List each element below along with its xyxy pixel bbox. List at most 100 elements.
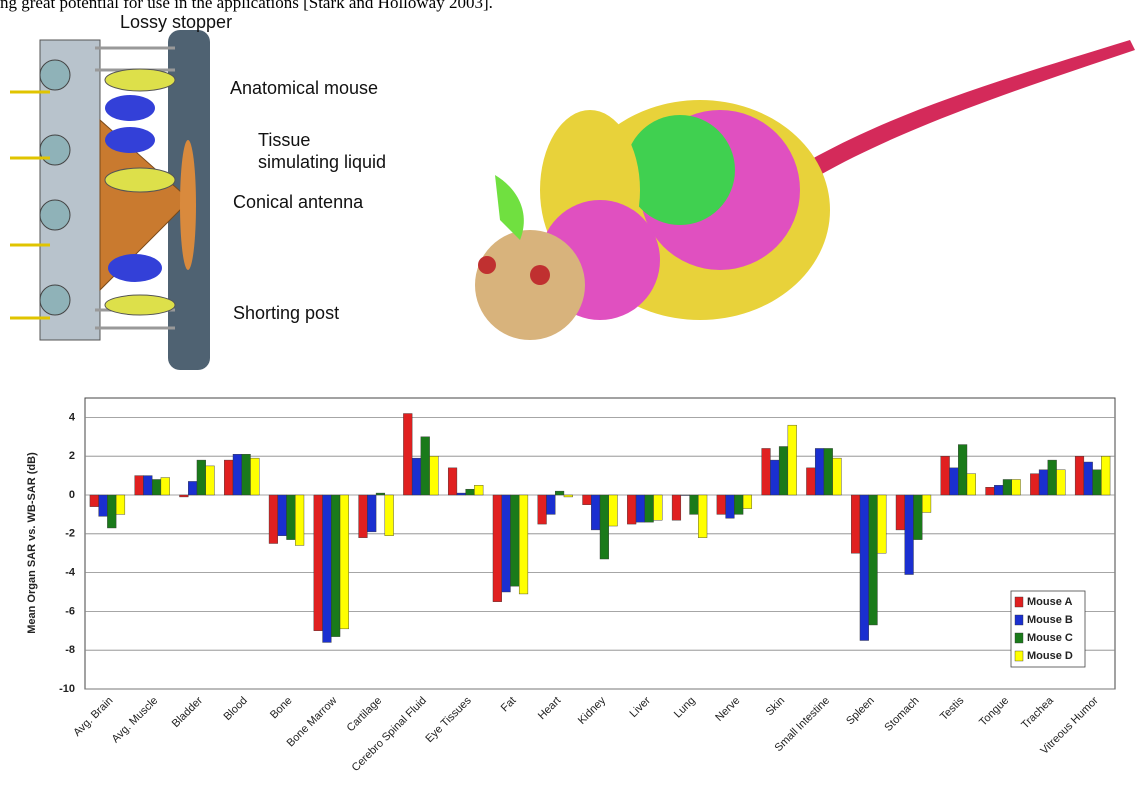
bar bbox=[1092, 469, 1102, 496]
bar bbox=[1074, 456, 1085, 496]
bar bbox=[913, 494, 923, 540]
bar bbox=[671, 494, 682, 521]
x-tick-label: Liver bbox=[628, 694, 654, 720]
x-tick-label: Tongue bbox=[977, 695, 1011, 729]
label-anatomical-mouse: Anatomical mouse bbox=[230, 78, 378, 98]
bar bbox=[375, 492, 386, 496]
bar bbox=[1002, 479, 1012, 496]
legend-label: Mouse A bbox=[1027, 596, 1072, 608]
bar bbox=[949, 467, 959, 496]
bar bbox=[904, 494, 914, 575]
bar bbox=[196, 459, 206, 496]
y-axis-label: Mean Organ SAR vs. WB-SAR (dB) bbox=[26, 452, 38, 634]
legend-swatch bbox=[1014, 596, 1024, 608]
bar bbox=[814, 448, 825, 496]
bar bbox=[644, 494, 654, 523]
bar bbox=[339, 494, 349, 630]
bar bbox=[582, 494, 592, 505]
bar bbox=[188, 481, 198, 496]
bar bbox=[143, 475, 153, 496]
y-tick-label: -10 bbox=[59, 683, 75, 695]
apparatus-illustration bbox=[10, 30, 210, 370]
x-tick-label: Testis bbox=[938, 694, 967, 723]
x-tick-label: Cerebro Spinal Fluid bbox=[350, 695, 429, 774]
bar bbox=[859, 494, 869, 641]
bar bbox=[160, 477, 170, 496]
x-tick-label: Bone bbox=[268, 695, 295, 722]
x-tick-label: Kidney bbox=[576, 694, 609, 727]
bar bbox=[958, 444, 968, 496]
bar bbox=[555, 490, 565, 496]
x-tick-label: Cartilage bbox=[345, 695, 385, 735]
x-tick-label: Blood bbox=[221, 695, 249, 723]
bar bbox=[492, 494, 502, 602]
bar bbox=[877, 494, 887, 554]
bar bbox=[608, 494, 618, 527]
bar bbox=[966, 473, 976, 496]
x-tick-label: Eye Tissues bbox=[423, 694, 474, 745]
y-tick-label: 2 bbox=[69, 450, 75, 462]
x-tick-label: Nerve bbox=[713, 695, 742, 724]
x-tick-label: Spleen bbox=[844, 695, 877, 728]
bar bbox=[250, 457, 260, 496]
bar bbox=[985, 487, 995, 496]
bar bbox=[510, 494, 520, 587]
bar bbox=[546, 494, 556, 515]
header-text: ng great potential for use in the applic… bbox=[0, 0, 493, 12]
bar bbox=[89, 494, 99, 507]
bar bbox=[1030, 473, 1040, 496]
bar bbox=[563, 494, 573, 498]
bar bbox=[367, 494, 377, 533]
bar bbox=[716, 494, 726, 515]
y-tick-label: -4 bbox=[65, 567, 76, 579]
bar bbox=[115, 494, 126, 515]
label-lossy-stopper: Lossy stopper bbox=[120, 12, 232, 32]
bar bbox=[205, 465, 215, 496]
bar bbox=[922, 494, 932, 513]
bar bbox=[1047, 459, 1057, 496]
legend-swatch bbox=[1014, 614, 1024, 626]
bar bbox=[698, 494, 708, 538]
bar bbox=[742, 494, 753, 509]
bar bbox=[599, 494, 609, 560]
label-shorting-post: Shorting post bbox=[233, 303, 339, 323]
bar bbox=[725, 494, 735, 519]
bar bbox=[806, 467, 816, 496]
x-tick-label: Trachea bbox=[1019, 694, 1056, 731]
bar bbox=[403, 413, 413, 496]
bar bbox=[420, 436, 430, 496]
label-conical-antenna: Conical antenna bbox=[233, 192, 364, 212]
bar bbox=[98, 494, 108, 517]
bar bbox=[232, 454, 242, 496]
bar bbox=[465, 488, 475, 496]
mouse-model-illustration bbox=[475, 40, 1135, 340]
bar bbox=[1011, 479, 1021, 496]
bar bbox=[1083, 461, 1093, 496]
bar bbox=[761, 448, 771, 496]
legend-swatch bbox=[1014, 650, 1024, 662]
bar bbox=[895, 494, 905, 531]
bar bbox=[456, 492, 466, 496]
bar bbox=[627, 494, 637, 525]
bar bbox=[734, 494, 744, 515]
bar bbox=[429, 456, 439, 496]
label-tissue: simulating liquid bbox=[258, 152, 386, 172]
bar bbox=[295, 494, 305, 546]
legend-swatch bbox=[1014, 632, 1024, 644]
bar bbox=[447, 467, 458, 496]
legend-label: Mouse D bbox=[1027, 650, 1073, 662]
bar bbox=[537, 494, 547, 525]
label-tissue: Tissue bbox=[258, 130, 310, 150]
x-tick-label: Stomach bbox=[882, 695, 921, 734]
y-tick-label: -6 bbox=[65, 605, 75, 617]
x-tick-label: Heart bbox=[536, 695, 564, 723]
bar bbox=[322, 494, 332, 643]
bar bbox=[823, 448, 833, 496]
bar bbox=[591, 494, 601, 531]
legend-label: Mouse C bbox=[1027, 632, 1073, 644]
bar bbox=[680, 494, 690, 496]
bar bbox=[787, 424, 797, 496]
bar bbox=[411, 457, 422, 496]
bar bbox=[313, 494, 323, 632]
